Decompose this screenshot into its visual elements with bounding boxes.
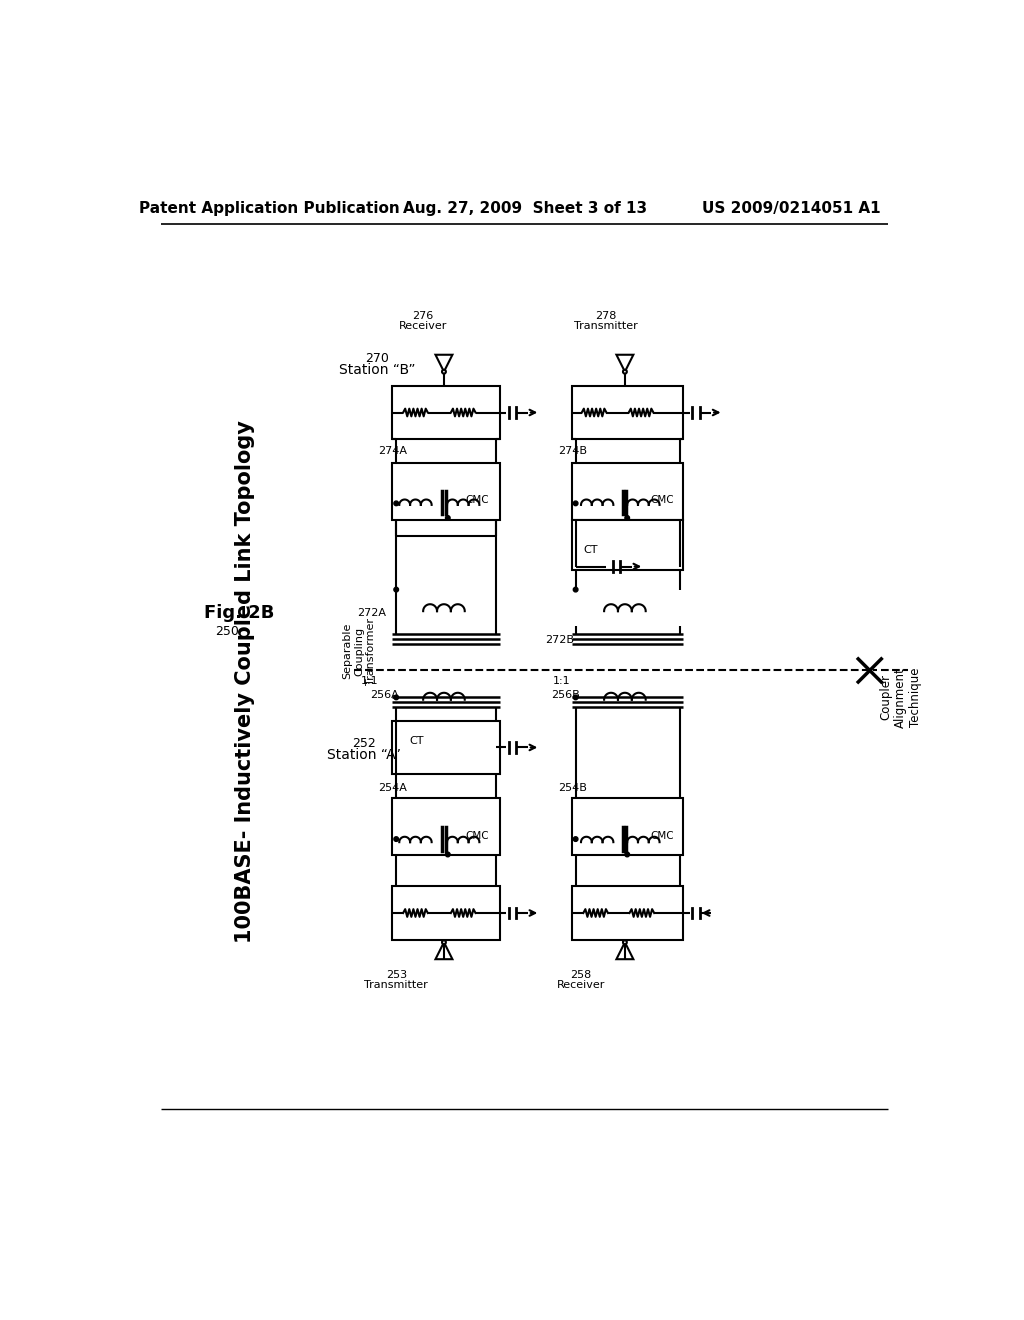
Circle shape — [625, 516, 630, 520]
Polygon shape — [616, 942, 634, 960]
Text: Patent Application Publication: Patent Application Publication — [139, 201, 399, 216]
Text: CT: CT — [410, 737, 424, 746]
Circle shape — [394, 837, 398, 841]
Text: 272A: 272A — [357, 607, 386, 618]
Text: 270: 270 — [365, 352, 389, 366]
Bar — [571, 886, 683, 940]
Text: 1:1: 1:1 — [553, 676, 570, 686]
Bar — [392, 797, 500, 855]
Circle shape — [625, 853, 630, 857]
Text: Fig. 2B: Fig. 2B — [204, 603, 274, 622]
Polygon shape — [435, 942, 453, 960]
Text: Receiver: Receiver — [399, 321, 447, 331]
Circle shape — [623, 940, 627, 944]
Text: 256A: 256A — [371, 690, 399, 700]
Text: CT: CT — [584, 545, 598, 554]
Text: US 2009/0214051 A1: US 2009/0214051 A1 — [701, 201, 881, 216]
Text: Separable
Coupling
Transformer: Separable Coupling Transformer — [343, 618, 376, 685]
Text: 256B: 256B — [551, 690, 580, 700]
Text: Transmitter: Transmitter — [573, 321, 638, 331]
Text: 272B: 272B — [545, 635, 573, 644]
Bar — [392, 385, 500, 440]
Text: 250: 250 — [215, 626, 240, 639]
Text: Station “B”: Station “B” — [339, 363, 415, 378]
Circle shape — [394, 587, 398, 591]
Circle shape — [573, 587, 578, 591]
Text: Station “A”: Station “A” — [327, 748, 400, 762]
Bar — [392, 721, 500, 775]
Text: 100BASE- Inductively Coupled Link Topology: 100BASE- Inductively Coupled Link Topolo… — [234, 421, 255, 944]
Text: 258: 258 — [570, 970, 592, 979]
Circle shape — [573, 502, 578, 506]
Text: CMC: CMC — [650, 495, 674, 504]
Text: 253: 253 — [386, 970, 407, 979]
Text: 254B: 254B — [558, 783, 587, 793]
Text: 276: 276 — [413, 312, 434, 321]
Circle shape — [394, 502, 398, 506]
Text: CMC: CMC — [465, 832, 488, 841]
Text: Coupler
Alignment
Technique: Coupler Alignment Technique — [879, 667, 922, 727]
Bar — [571, 797, 683, 855]
Polygon shape — [616, 355, 634, 372]
Circle shape — [445, 853, 451, 857]
Circle shape — [573, 696, 578, 700]
Circle shape — [623, 370, 627, 374]
Circle shape — [442, 370, 445, 374]
Circle shape — [394, 696, 398, 700]
Circle shape — [445, 516, 451, 520]
Text: CMC: CMC — [650, 832, 674, 841]
Text: 252: 252 — [352, 737, 376, 750]
Text: 274A: 274A — [378, 446, 407, 455]
Text: Transmitter: Transmitter — [365, 979, 428, 990]
Text: Aug. 27, 2009  Sheet 3 of 13: Aug. 27, 2009 Sheet 3 of 13 — [402, 201, 647, 216]
Text: 274B: 274B — [558, 446, 587, 455]
Text: 1:1: 1:1 — [360, 676, 378, 686]
Bar — [571, 520, 683, 570]
Text: CMC: CMC — [465, 495, 488, 504]
Text: 254A: 254A — [378, 783, 407, 793]
Circle shape — [442, 940, 445, 944]
Text: Receiver: Receiver — [557, 979, 605, 990]
Bar — [571, 462, 683, 520]
Bar — [392, 462, 500, 520]
Polygon shape — [435, 355, 453, 372]
Bar — [571, 385, 683, 440]
Circle shape — [573, 837, 578, 841]
Text: 278: 278 — [595, 312, 616, 321]
Bar — [392, 886, 500, 940]
